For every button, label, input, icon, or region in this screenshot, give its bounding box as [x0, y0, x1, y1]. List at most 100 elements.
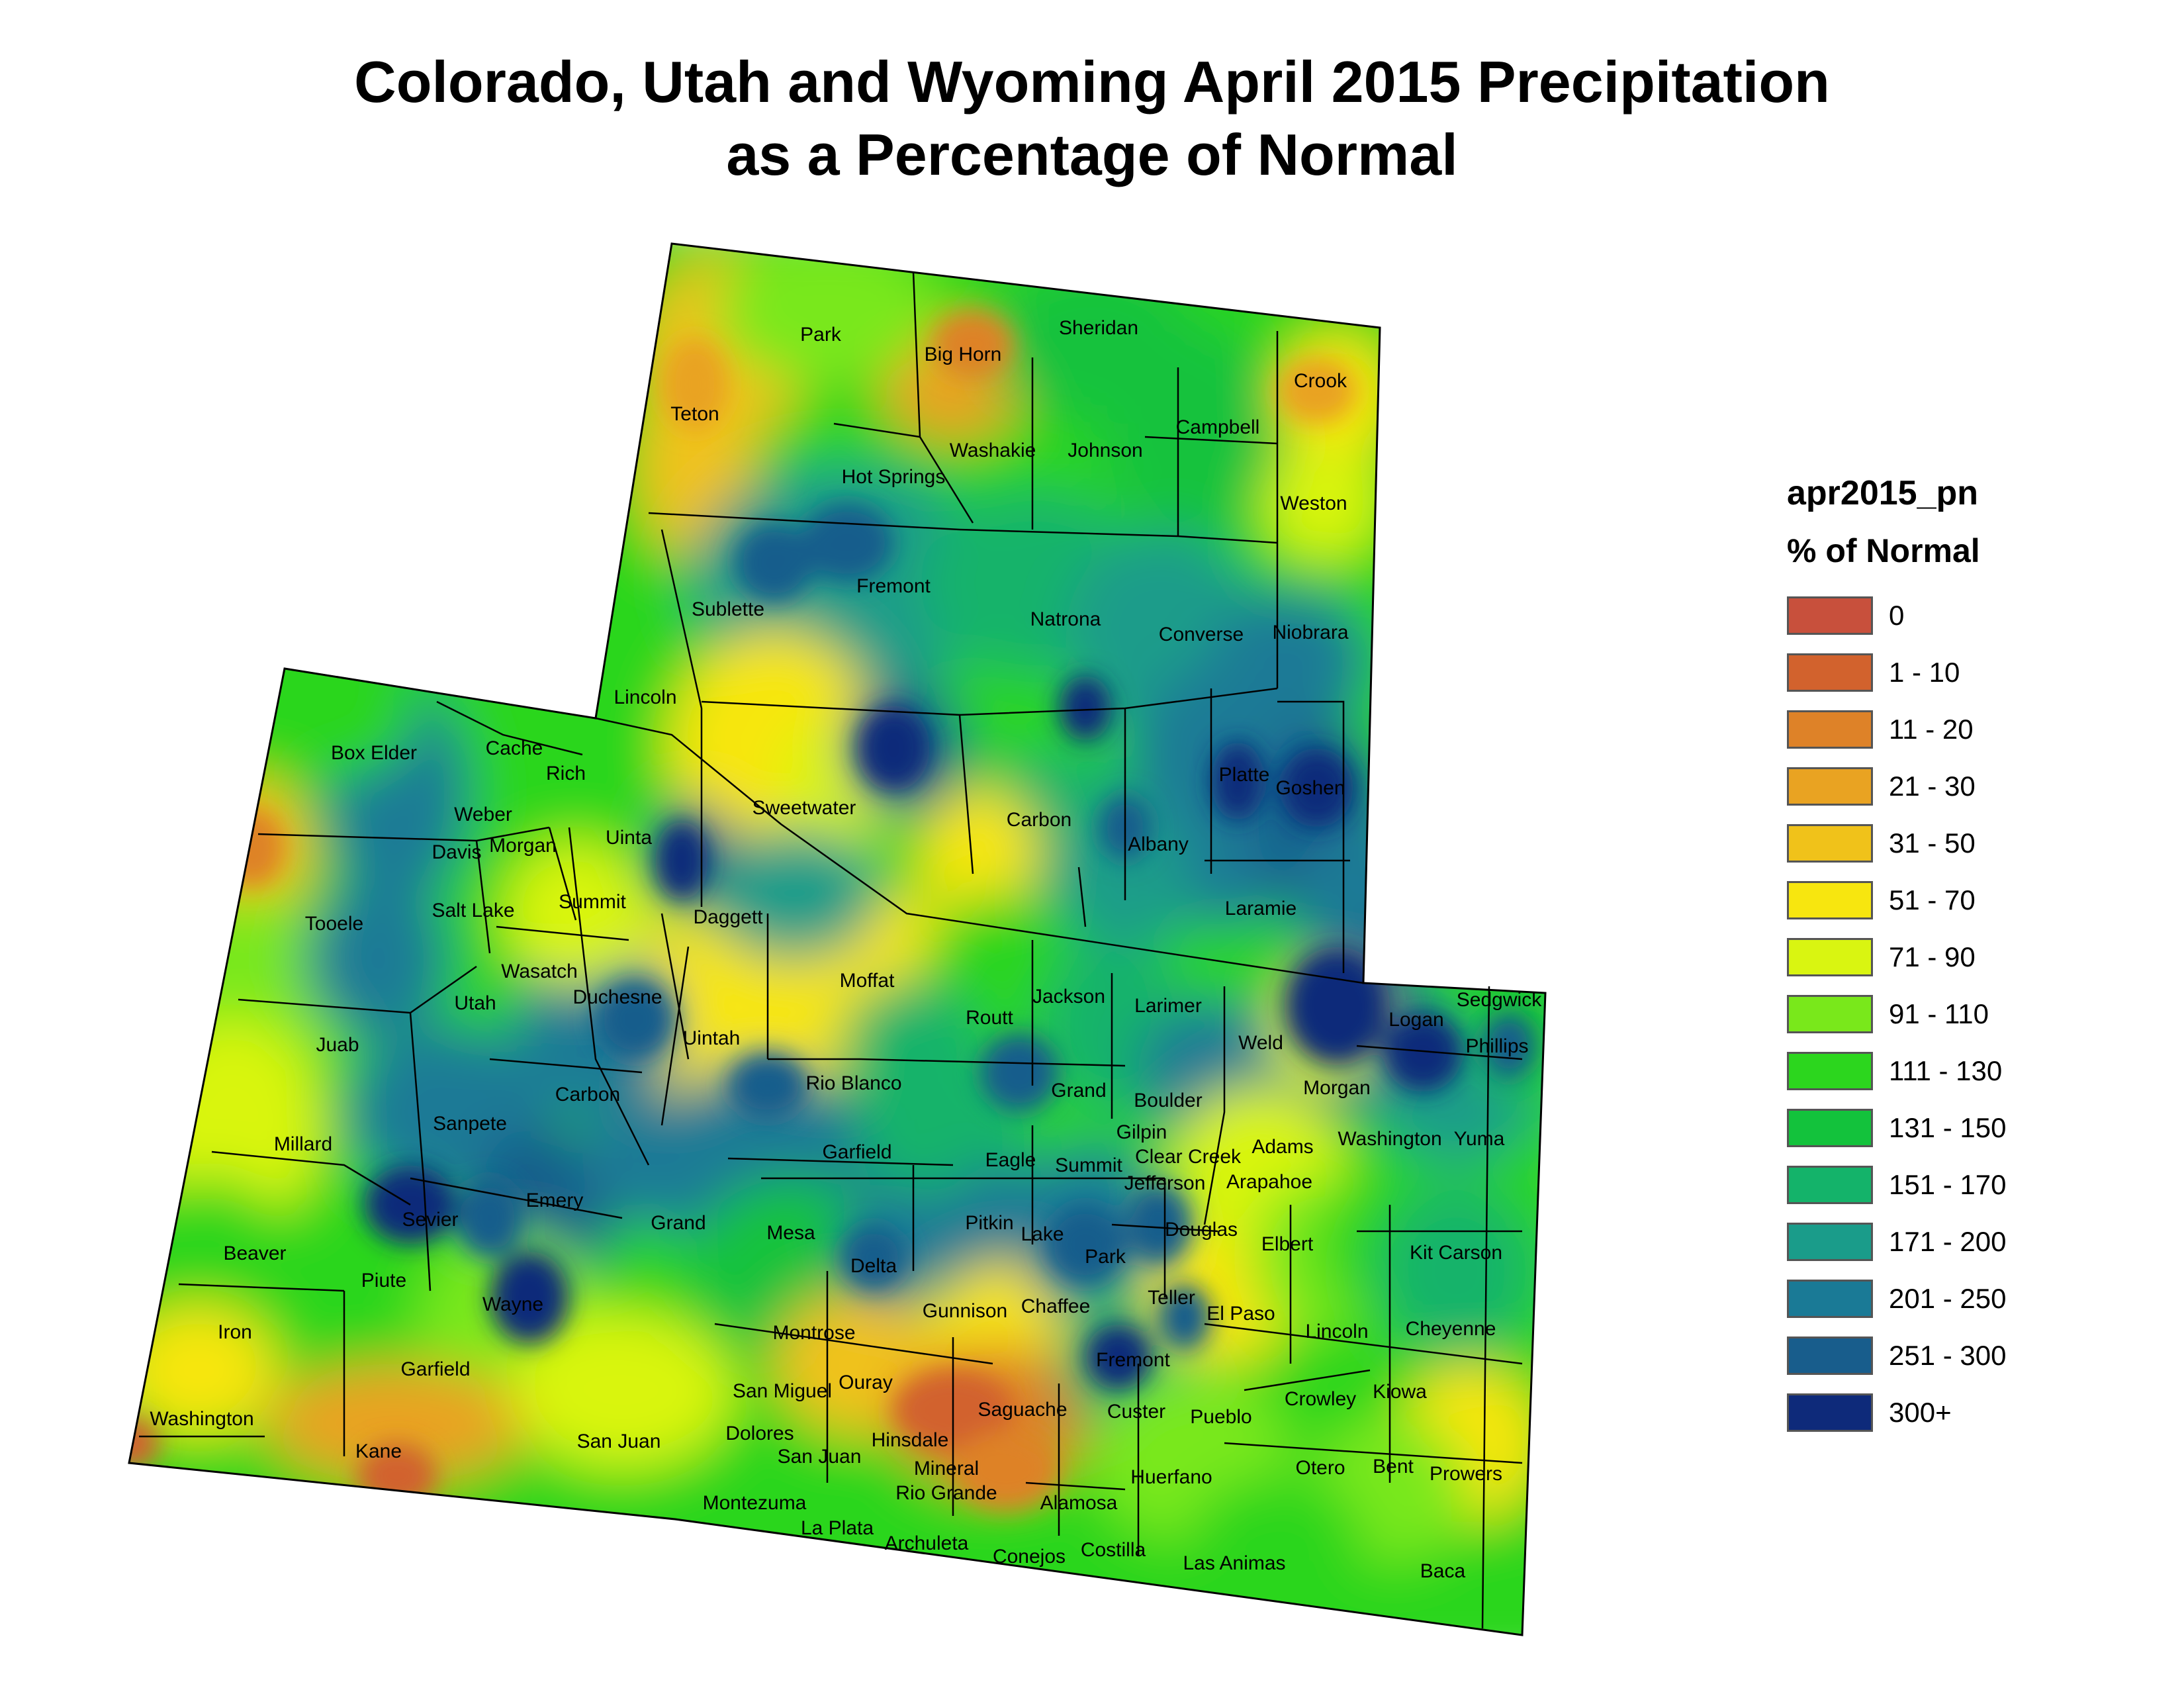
county-boundary [1224, 1442, 1523, 1464]
precip-zone [1377, 1185, 1535, 1357]
county-boundary [1111, 1223, 1218, 1233]
county-boundary [178, 1283, 345, 1292]
county-label: Crook [1294, 370, 1347, 392]
legend-class: 300+ [1787, 1384, 2006, 1441]
county-boundary [410, 1177, 623, 1219]
county-label: Sweetwater [752, 797, 856, 819]
county-label: Davis [432, 841, 481, 863]
county-label: Carbon [555, 1084, 620, 1105]
precip-detail [841, 1225, 907, 1291]
county-label: Uintah [683, 1027, 741, 1049]
county-label: Pitkin [965, 1212, 1013, 1234]
precip-zone [510, 1311, 735, 1470]
county-label: Lincoln [1305, 1321, 1368, 1342]
map-title-line-1: Colorado, Utah and Wyoming April 2015 Pr… [354, 49, 1830, 115]
county-label: Prowers [1430, 1463, 1502, 1485]
county-boundary [660, 946, 690, 1126]
legend-swatch [1787, 1336, 1873, 1375]
county-label: Jefferson [1124, 1172, 1206, 1194]
county-boundary [1481, 986, 1490, 1629]
county-label: Routt [966, 1007, 1013, 1029]
precip-detail [457, 1178, 523, 1258]
county-boundary [1203, 986, 1226, 1225]
precip-zone [129, 1304, 278, 1436]
county-label: Rio Grande [895, 1482, 997, 1504]
precip-detail [953, 1430, 1059, 1509]
county-label: Baca [1420, 1560, 1466, 1582]
county-label: Archuleta [885, 1532, 969, 1554]
county-label: Johnson [1068, 440, 1142, 461]
legend-swatch [1787, 1393, 1873, 1432]
county-boundary [595, 717, 1364, 984]
county-label: San Juan [778, 1446, 862, 1468]
county-label: Sublette [692, 598, 764, 620]
precip-zone [503, 841, 649, 986]
precip-detail [1085, 1324, 1152, 1390]
county-label: Eagle [985, 1149, 1036, 1171]
county-label: Alamosa [1040, 1492, 1118, 1514]
county-label: Pueblo [1190, 1406, 1251, 1428]
legend-swatch [1787, 1052, 1873, 1090]
county-label: Mesa [766, 1222, 815, 1244]
legend-class-label: 131 - 150 [1889, 1112, 2007, 1143]
county-label: Cache [486, 737, 543, 759]
legend-class-label: 91 - 110 [1889, 998, 1989, 1029]
legend-class: 171 - 200 [1787, 1213, 2006, 1270]
legend-swatch [1787, 938, 1873, 976]
county-label: Kiowa [1373, 1381, 1427, 1403]
county-label: Garfield [822, 1141, 891, 1163]
legend-class-label: 51 - 70 [1889, 884, 1976, 915]
county-label: Platte [1219, 764, 1270, 786]
precip-detail [735, 523, 814, 602]
county-label: El Paso [1206, 1303, 1275, 1325]
legend-class: 201 - 250 [1787, 1270, 2006, 1327]
precip-detail [979, 1033, 1059, 1112]
legend-class: 21 - 30 [1787, 758, 2006, 815]
county-boundary [1025, 1481, 1126, 1491]
county-boundary [489, 1058, 643, 1074]
county-label: Crowley [1285, 1388, 1356, 1410]
precip-detail [655, 821, 708, 900]
county-label: Millard [274, 1133, 332, 1155]
county-label: Teller [1148, 1287, 1195, 1309]
county-label: Campbell [1176, 416, 1260, 438]
precip-zone [1099, 324, 1284, 536]
legend-swatch [1787, 881, 1873, 919]
county-label: Salt Lake [432, 900, 514, 921]
county-label: Albany [1128, 833, 1189, 855]
county-label: Fremont [1096, 1349, 1170, 1371]
county-boundary [1077, 867, 1087, 927]
county-label: Sanpete [433, 1113, 507, 1135]
county-labels: Park Big Horn Sheridan Crook Teton Washakie Jo… [150, 317, 1542, 1582]
county-label: Carbon [1007, 809, 1071, 831]
legend-class: 131 - 150 [1787, 1100, 2006, 1156]
county-label: Uinta [606, 827, 652, 849]
precip-zone [920, 788, 1039, 920]
county-label: Kane [355, 1440, 402, 1462]
county-label: Wayne [482, 1293, 543, 1315]
county-label: Phillips [1465, 1035, 1528, 1057]
county-label: Ouray [839, 1372, 893, 1393]
legend-class-label: 71 - 90 [1889, 941, 1976, 972]
legend-class: 31 - 50 [1787, 815, 2006, 872]
county-label: Iron [218, 1321, 252, 1343]
county-label: Grand [1051, 1080, 1106, 1102]
county-label: Park [800, 324, 842, 346]
county-label: Arapahoe [1226, 1171, 1312, 1193]
county-boundary [860, 1058, 1126, 1067]
county-label: Weld [1238, 1032, 1283, 1054]
county-label: Saguache [978, 1399, 1067, 1421]
legend-class-label: 11 - 20 [1889, 714, 1974, 745]
county-label: Montezuma [703, 1492, 807, 1514]
legend-swatch [1787, 1223, 1873, 1261]
precip-detail [1383, 1013, 1463, 1092]
county-label: Bent [1373, 1456, 1414, 1477]
legend-swatch [1787, 995, 1873, 1033]
county-label: Washington [1338, 1128, 1441, 1150]
precip-detail [1277, 357, 1357, 424]
precip-zone [841, 980, 986, 1112]
county-label: Rio Blanco [805, 1072, 901, 1094]
precip-detail [596, 980, 675, 1059]
county-label: Utah [454, 992, 496, 1014]
county-label: Yuma [1454, 1128, 1505, 1150]
